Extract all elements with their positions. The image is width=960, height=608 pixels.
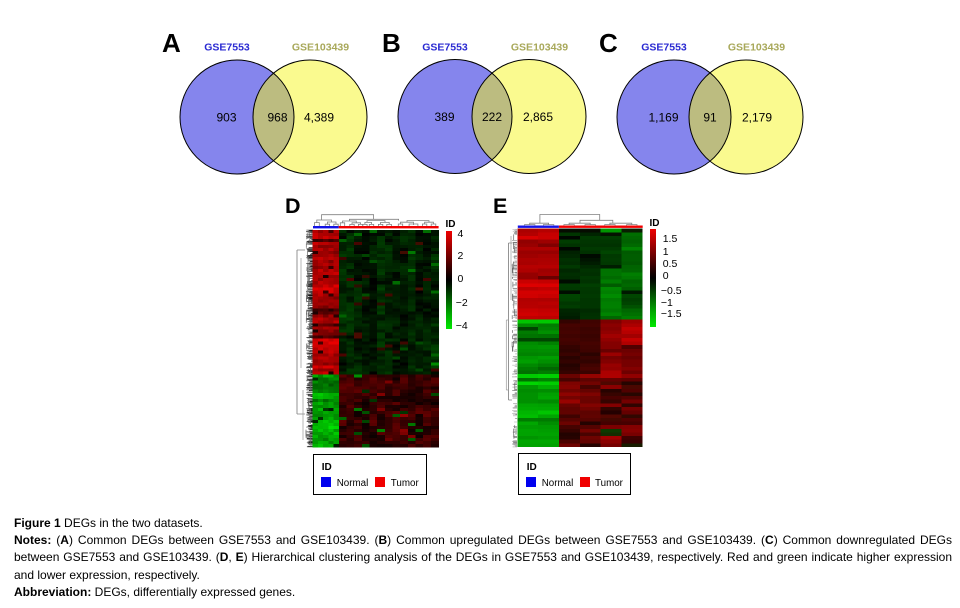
svg-text:GSE103439: GSE103439 — [511, 42, 568, 54]
svg-text:GSE103439: GSE103439 — [728, 42, 785, 54]
svg-text:4,389: 4,389 — [304, 111, 334, 125]
svg-text:GSE7553: GSE7553 — [204, 42, 250, 54]
svg-text:903: 903 — [216, 111, 236, 125]
svg-text:389: 389 — [434, 110, 454, 124]
svg-text:GSE7553: GSE7553 — [641, 42, 687, 54]
svg-text:GSE103439: GSE103439 — [292, 42, 349, 54]
svg-text:222: 222 — [482, 110, 502, 124]
svg-text:2,179: 2,179 — [742, 111, 772, 125]
svg-text:GSE7553: GSE7553 — [422, 42, 468, 54]
svg-text:968: 968 — [267, 111, 287, 125]
svg-text:91: 91 — [703, 111, 717, 125]
svg-text:2,865: 2,865 — [523, 110, 553, 124]
svg-text:1,169: 1,169 — [648, 111, 678, 125]
